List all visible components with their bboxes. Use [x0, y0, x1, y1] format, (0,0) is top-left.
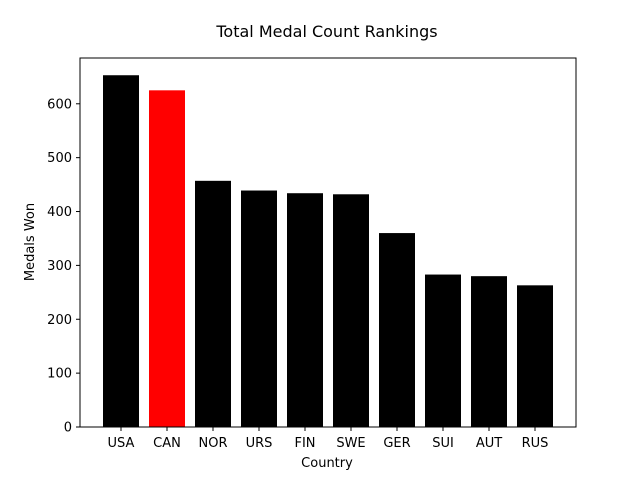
bars-group [103, 75, 553, 428]
y-tick-label: 100 [47, 367, 72, 382]
y-axis-label: Medals Won [23, 203, 38, 281]
x-tick-label: NOR [199, 436, 228, 451]
y-tick-label: 200 [47, 313, 72, 328]
x-tick-label: CAN [153, 436, 181, 451]
x-tick-label: GER [383, 436, 410, 451]
x-tick-label: USA [108, 436, 135, 451]
y-tick-label: 500 [47, 151, 72, 166]
y-tick-label: 0 [64, 421, 72, 436]
y-tick-label: 400 [47, 205, 72, 220]
bar-nor [195, 180, 231, 427]
x-tick-label: SWE [336, 436, 365, 451]
y-tick-label: 600 [47, 97, 72, 112]
chart-title: Total Medal Count Rankings [215, 22, 437, 41]
x-axis-ticks: USA CAN NOR URS FIN SWE GER SUI AUT RUS [108, 427, 549, 451]
x-tick-label: FIN [294, 436, 315, 451]
x-tick-label: RUS [522, 436, 549, 451]
bar-aut [471, 276, 507, 427]
bar-fin [287, 193, 323, 427]
bar-urs [241, 190, 277, 427]
bar-ger [379, 233, 415, 427]
bar-usa [103, 75, 139, 428]
bar-sui [425, 274, 461, 427]
y-tick-label: 300 [47, 259, 72, 274]
bar-rus [517, 285, 553, 427]
plot-frame [79, 57, 577, 428]
x-tick-label: SUI [432, 436, 454, 451]
x-tick-label: AUT [476, 436, 502, 451]
x-tick-label: URS [246, 436, 273, 451]
x-axis-label: Country [301, 456, 353, 471]
bar-swe [333, 194, 369, 427]
y-axis-ticks: 0 100 200 300 400 500 600 [47, 97, 80, 436]
bar-can [149, 90, 185, 427]
